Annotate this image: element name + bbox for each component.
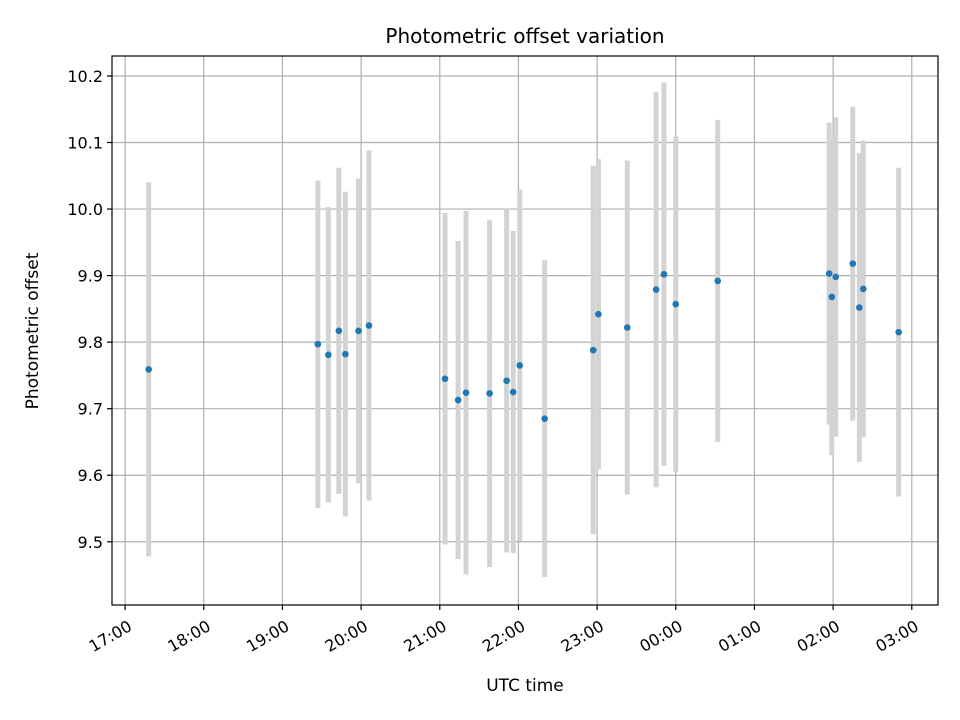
data-point xyxy=(856,304,863,311)
data-point xyxy=(714,277,722,285)
y-tick-label: 9.6 xyxy=(78,466,103,485)
data-point xyxy=(365,322,373,329)
grid xyxy=(112,56,938,605)
y-axis-label: Photometric offset xyxy=(23,252,43,409)
data-point xyxy=(595,310,602,318)
data-point xyxy=(335,327,343,335)
data-point xyxy=(342,350,349,358)
plot-frame xyxy=(111,55,939,606)
y-tick-label: 10.2 xyxy=(67,67,103,86)
data-point xyxy=(503,377,510,385)
data-point xyxy=(441,375,449,383)
data-point xyxy=(454,396,462,404)
data-points xyxy=(145,260,902,422)
data-point xyxy=(825,270,833,277)
data-point xyxy=(589,346,597,354)
data-point xyxy=(859,285,867,293)
data-point xyxy=(623,324,631,331)
y-tick-label: 10.0 xyxy=(67,200,103,219)
data-point xyxy=(895,328,902,336)
y-tick-label: 9.5 xyxy=(78,533,103,552)
data-point xyxy=(672,300,680,308)
x-axis-label: UTC time xyxy=(486,676,564,696)
y-axis-ticks: 9.5 9.6 9.7 9.8 9.9 10.0 10.1 10.2 xyxy=(67,67,112,552)
data-point xyxy=(516,362,524,369)
data-point xyxy=(486,390,493,397)
data-point xyxy=(314,340,322,348)
y-tick-label: 10.1 xyxy=(67,134,103,153)
data-point xyxy=(832,273,840,281)
data-point xyxy=(462,389,470,397)
data-point xyxy=(509,388,517,396)
data-point xyxy=(652,286,660,293)
data-point xyxy=(849,260,857,267)
y-tick-label: 9.8 xyxy=(78,333,103,352)
data-point xyxy=(828,293,836,301)
data-point xyxy=(145,366,153,373)
data-point xyxy=(355,327,362,335)
y-tick-label: 9.9 xyxy=(78,267,103,286)
y-tick-label: 9.7 xyxy=(78,400,103,419)
data-point xyxy=(660,270,668,278)
data-point xyxy=(541,415,548,422)
chart-title: Photometric offset variation xyxy=(385,24,664,48)
data-point xyxy=(325,351,332,359)
